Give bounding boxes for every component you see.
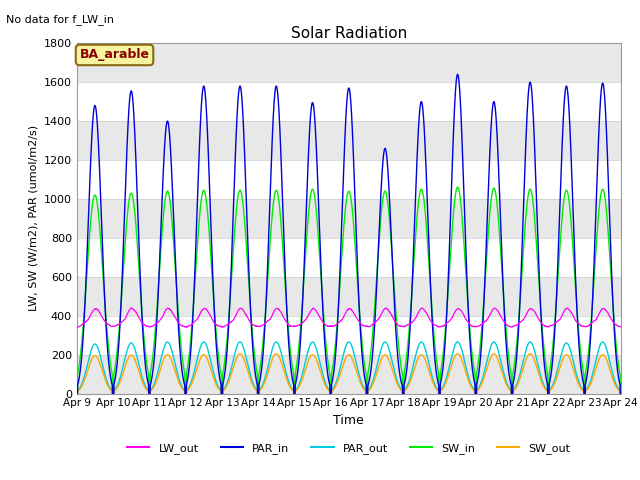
Y-axis label: LW, SW (W/m2), PAR (umol/m2/s): LW, SW (W/m2), PAR (umol/m2/s)	[28, 125, 38, 312]
Bar	[77, 160, 621, 199]
Text: No data for f_LW_in: No data for f_LW_in	[6, 14, 115, 25]
Bar	[77, 316, 621, 355]
Legend: LW_out, PAR_in, PAR_out, SW_in, SW_out: LW_out, PAR_in, PAR_out, SW_in, SW_out	[123, 438, 575, 458]
Bar	[77, 238, 621, 277]
Bar	[77, 199, 621, 238]
Title: Solar Radiation: Solar Radiation	[291, 25, 407, 41]
Bar	[77, 43, 621, 82]
X-axis label: Time: Time	[333, 414, 364, 427]
Bar	[77, 121, 621, 160]
Bar	[77, 355, 621, 394]
Bar	[77, 277, 621, 316]
Text: BA_arable: BA_arable	[79, 48, 150, 61]
Bar	[77, 82, 621, 121]
